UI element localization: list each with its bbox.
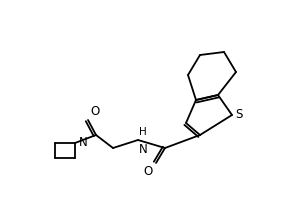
Text: H: H	[139, 127, 147, 137]
Text: S: S	[235, 108, 242, 121]
Text: N: N	[79, 136, 88, 150]
Text: O: O	[144, 165, 153, 178]
Text: N: N	[139, 143, 148, 156]
Text: O: O	[90, 105, 99, 118]
